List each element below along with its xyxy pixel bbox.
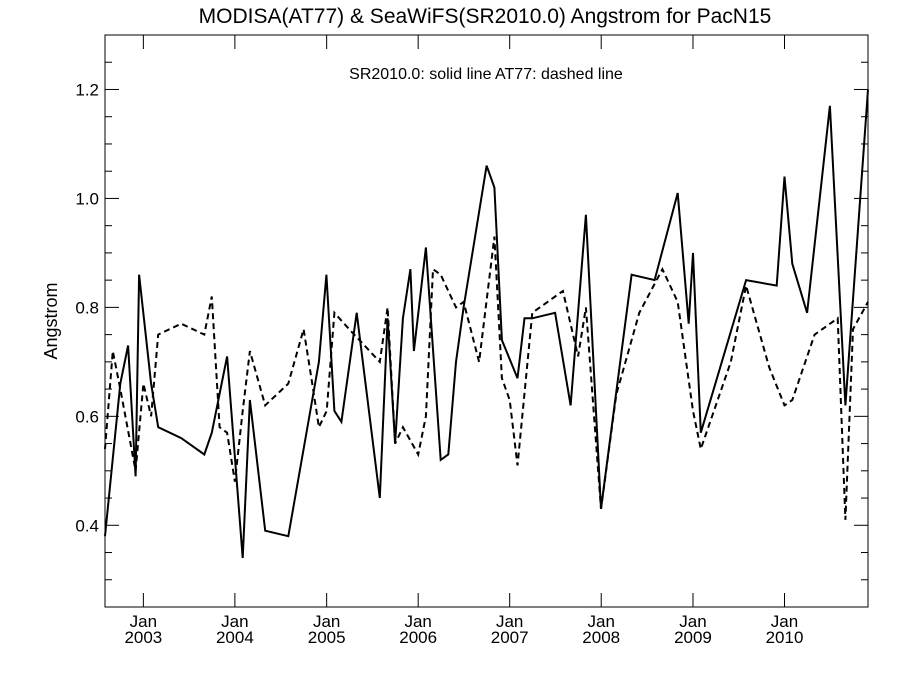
y-tick-label: 0.4: [75, 516, 99, 535]
y-axis-label: Angstrom: [41, 282, 61, 359]
x-tick-month: Jan: [588, 612, 615, 631]
y-tick-label: 0.8: [75, 298, 99, 317]
x-tick-year: 2007: [491, 628, 529, 647]
y-tick-label: 1.2: [75, 80, 99, 99]
x-tick-month: Jan: [130, 612, 157, 631]
y-tick-label: 1.0: [75, 189, 99, 208]
x-tick-month: Jan: [771, 612, 798, 631]
x-tick-year: 2003: [124, 628, 162, 647]
series-line-at77: [104, 236, 869, 520]
x-tick-month: Jan: [679, 612, 706, 631]
x-tick-year: 2006: [399, 628, 437, 647]
x-tick-year: 2008: [582, 628, 620, 647]
x-tick-year: 2005: [308, 628, 346, 647]
series-line-sr2010-0: [104, 89, 869, 559]
x-tick-month: Jan: [221, 612, 248, 631]
x-tick-year: 2009: [674, 628, 712, 647]
x-tick-month: Jan: [496, 612, 523, 631]
chart-title: MODISA(AT77) & SeaWiFS(SR2010.0) Angstro…: [199, 5, 772, 28]
y-axis: 0.4 0.6 0.8 1.0 1.2: [75, 34, 868, 608]
x-tick-month: Jan: [313, 612, 340, 631]
line-style-note: SR2010.0: solid line AT77: dashed line: [349, 66, 623, 83]
y-tick-label: 0.6: [75, 407, 99, 426]
x-axis: Jan2003Jan2004Jan2005Jan2006Jan2007Jan20…: [124, 35, 803, 647]
series-layer: [104, 89, 869, 559]
x-tick-year: 2010: [766, 628, 804, 647]
plot-area: [104, 34, 869, 608]
x-tick-year: 2004: [216, 628, 254, 647]
x-tick-month: Jan: [404, 612, 431, 631]
